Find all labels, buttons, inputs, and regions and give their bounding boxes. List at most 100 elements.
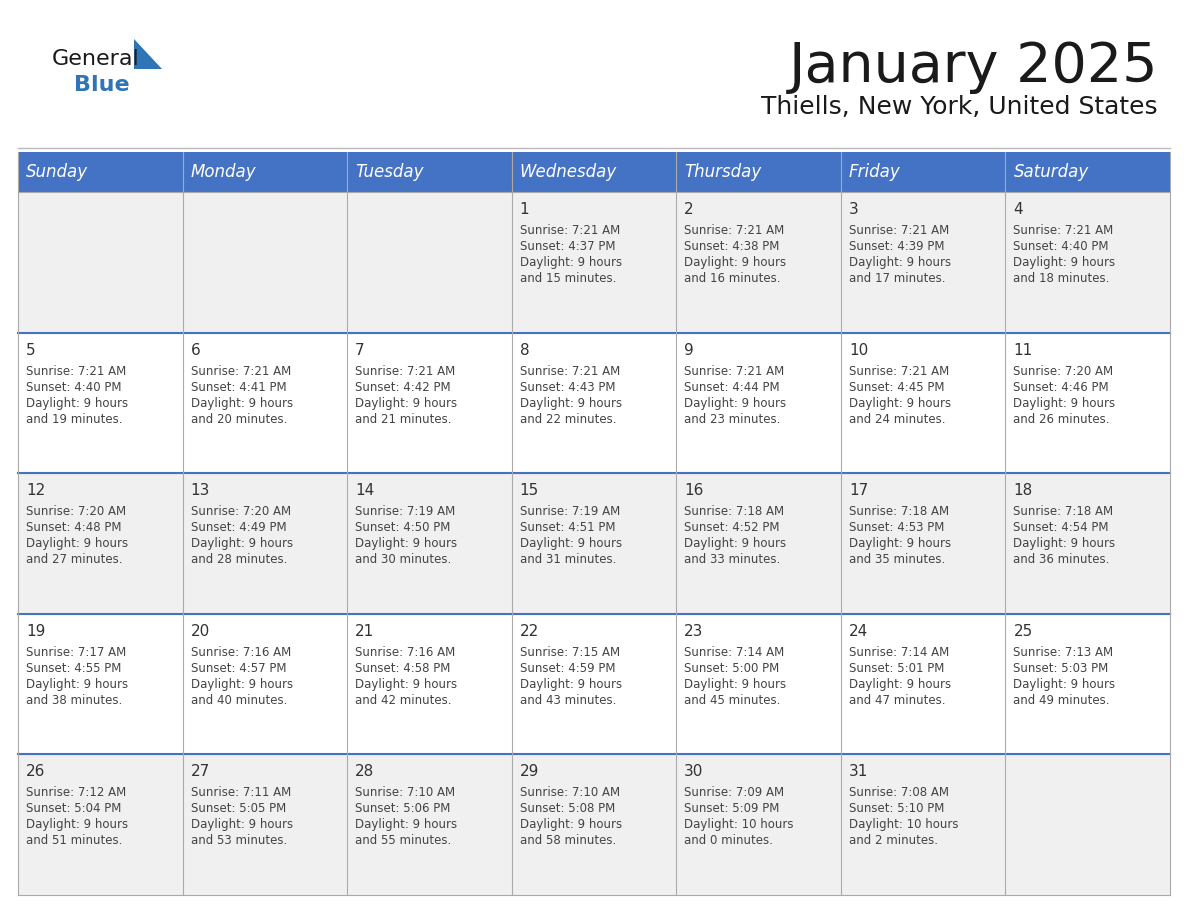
Text: Friday: Friday	[849, 163, 901, 181]
Text: Daylight: 9 hours: Daylight: 9 hours	[1013, 677, 1116, 691]
Text: and 26 minutes.: and 26 minutes.	[1013, 412, 1110, 426]
Text: Sunset: 4:51 PM: Sunset: 4:51 PM	[519, 521, 615, 534]
Text: Daylight: 9 hours: Daylight: 9 hours	[519, 819, 621, 832]
Text: Sunset: 5:00 PM: Sunset: 5:00 PM	[684, 662, 779, 675]
Text: Daylight: 9 hours: Daylight: 9 hours	[1013, 537, 1116, 550]
Text: Sunrise: 7:21 AM: Sunrise: 7:21 AM	[355, 364, 455, 377]
Text: and 19 minutes.: and 19 minutes.	[26, 412, 122, 426]
Text: Daylight: 9 hours: Daylight: 9 hours	[684, 677, 786, 691]
Text: Daylight: 9 hours: Daylight: 9 hours	[849, 397, 950, 409]
Bar	[18, 614, 1170, 755]
Text: and 40 minutes.: and 40 minutes.	[190, 694, 287, 707]
Text: Daylight: 9 hours: Daylight: 9 hours	[684, 256, 786, 269]
Text: Tuesday: Tuesday	[355, 163, 424, 181]
Bar	[18, 152, 1170, 192]
Text: Sunrise: 7:14 AM: Sunrise: 7:14 AM	[684, 645, 784, 659]
Text: Sunrise: 7:16 AM: Sunrise: 7:16 AM	[190, 645, 291, 659]
Text: Daylight: 9 hours: Daylight: 9 hours	[849, 537, 950, 550]
Text: and 53 minutes.: and 53 minutes.	[190, 834, 286, 847]
Text: and 35 minutes.: and 35 minutes.	[849, 554, 946, 566]
Text: Daylight: 9 hours: Daylight: 9 hours	[684, 397, 786, 409]
Text: Sunset: 4:42 PM: Sunset: 4:42 PM	[355, 381, 450, 394]
Text: Sunset: 5:09 PM: Sunset: 5:09 PM	[684, 802, 779, 815]
Text: Daylight: 9 hours: Daylight: 9 hours	[849, 256, 950, 269]
Text: Sunset: 4:49 PM: Sunset: 4:49 PM	[190, 521, 286, 534]
Text: and 28 minutes.: and 28 minutes.	[190, 554, 287, 566]
Text: Sunrise: 7:18 AM: Sunrise: 7:18 AM	[684, 505, 784, 518]
Text: and 22 minutes.: and 22 minutes.	[519, 412, 617, 426]
Text: Monday: Monday	[190, 163, 257, 181]
Text: Daylight: 9 hours: Daylight: 9 hours	[355, 537, 457, 550]
Text: 17: 17	[849, 483, 868, 498]
Text: and 18 minutes.: and 18 minutes.	[1013, 272, 1110, 285]
Text: Sunrise: 7:15 AM: Sunrise: 7:15 AM	[519, 645, 620, 659]
Text: Sunset: 4:59 PM: Sunset: 4:59 PM	[519, 662, 615, 675]
Polygon shape	[134, 39, 162, 69]
Bar	[18, 473, 1170, 614]
Text: Sunset: 4:37 PM: Sunset: 4:37 PM	[519, 240, 615, 253]
Text: Sunrise: 7:21 AM: Sunrise: 7:21 AM	[849, 224, 949, 237]
Text: Sunset: 5:03 PM: Sunset: 5:03 PM	[1013, 662, 1108, 675]
Text: Daylight: 9 hours: Daylight: 9 hours	[190, 397, 292, 409]
Text: Daylight: 9 hours: Daylight: 9 hours	[190, 537, 292, 550]
Text: Sunrise: 7:10 AM: Sunrise: 7:10 AM	[519, 787, 620, 800]
Text: Daylight: 9 hours: Daylight: 9 hours	[355, 677, 457, 691]
Text: Sunrise: 7:16 AM: Sunrise: 7:16 AM	[355, 645, 455, 659]
Text: and 58 minutes.: and 58 minutes.	[519, 834, 615, 847]
Text: and 24 minutes.: and 24 minutes.	[849, 412, 946, 426]
Text: Sunrise: 7:08 AM: Sunrise: 7:08 AM	[849, 787, 949, 800]
Text: Thursday: Thursday	[684, 163, 762, 181]
Text: Sunrise: 7:14 AM: Sunrise: 7:14 AM	[849, 645, 949, 659]
Text: 23: 23	[684, 624, 703, 639]
Text: Daylight: 9 hours: Daylight: 9 hours	[26, 537, 128, 550]
Text: Sunrise: 7:20 AM: Sunrise: 7:20 AM	[1013, 364, 1113, 377]
Text: Daylight: 9 hours: Daylight: 9 hours	[519, 677, 621, 691]
Text: Sunset: 5:10 PM: Sunset: 5:10 PM	[849, 802, 944, 815]
Text: Blue: Blue	[74, 75, 129, 95]
Bar	[18, 755, 1170, 895]
Text: Sunrise: 7:12 AM: Sunrise: 7:12 AM	[26, 787, 126, 800]
Text: 31: 31	[849, 765, 868, 779]
Text: and 55 minutes.: and 55 minutes.	[355, 834, 451, 847]
Text: Sunrise: 7:21 AM: Sunrise: 7:21 AM	[519, 224, 620, 237]
Text: Sunrise: 7:20 AM: Sunrise: 7:20 AM	[190, 505, 291, 518]
Text: Sunset: 5:08 PM: Sunset: 5:08 PM	[519, 802, 615, 815]
Text: Daylight: 9 hours: Daylight: 9 hours	[519, 256, 621, 269]
Text: 5: 5	[26, 342, 36, 358]
Text: Sunrise: 7:21 AM: Sunrise: 7:21 AM	[519, 364, 620, 377]
Text: and 21 minutes.: and 21 minutes.	[355, 412, 451, 426]
Text: Sunday: Sunday	[26, 163, 88, 181]
Text: Sunset: 4:40 PM: Sunset: 4:40 PM	[1013, 240, 1108, 253]
Text: and 27 minutes.: and 27 minutes.	[26, 554, 122, 566]
Text: 6: 6	[190, 342, 201, 358]
Text: Sunset: 4:48 PM: Sunset: 4:48 PM	[26, 521, 121, 534]
Text: Sunrise: 7:10 AM: Sunrise: 7:10 AM	[355, 787, 455, 800]
Text: and 38 minutes.: and 38 minutes.	[26, 694, 122, 707]
Text: Daylight: 9 hours: Daylight: 9 hours	[519, 397, 621, 409]
Text: 3: 3	[849, 202, 859, 217]
Text: Sunset: 4:58 PM: Sunset: 4:58 PM	[355, 662, 450, 675]
Text: Daylight: 10 hours: Daylight: 10 hours	[849, 819, 959, 832]
Text: Daylight: 9 hours: Daylight: 9 hours	[1013, 256, 1116, 269]
Text: Daylight: 9 hours: Daylight: 9 hours	[26, 677, 128, 691]
Text: 11: 11	[1013, 342, 1032, 358]
Text: General: General	[52, 49, 140, 69]
Text: and 42 minutes.: and 42 minutes.	[355, 694, 451, 707]
Bar	[18, 192, 1170, 332]
Text: and 51 minutes.: and 51 minutes.	[26, 834, 122, 847]
Text: 24: 24	[849, 624, 868, 639]
Text: 26: 26	[26, 765, 45, 779]
Text: Thiells, New York, United States: Thiells, New York, United States	[762, 95, 1158, 119]
Text: and 2 minutes.: and 2 minutes.	[849, 834, 937, 847]
Text: Sunrise: 7:21 AM: Sunrise: 7:21 AM	[849, 364, 949, 377]
Text: Sunrise: 7:19 AM: Sunrise: 7:19 AM	[519, 505, 620, 518]
Text: Daylight: 9 hours: Daylight: 9 hours	[26, 397, 128, 409]
Text: and 17 minutes.: and 17 minutes.	[849, 272, 946, 285]
Text: and 20 minutes.: and 20 minutes.	[190, 412, 287, 426]
Text: Sunrise: 7:21 AM: Sunrise: 7:21 AM	[684, 224, 784, 237]
Text: and 30 minutes.: and 30 minutes.	[355, 554, 451, 566]
Text: Sunset: 4:54 PM: Sunset: 4:54 PM	[1013, 521, 1108, 534]
Text: Sunrise: 7:21 AM: Sunrise: 7:21 AM	[190, 364, 291, 377]
Text: and 23 minutes.: and 23 minutes.	[684, 412, 781, 426]
Text: Daylight: 9 hours: Daylight: 9 hours	[849, 677, 950, 691]
